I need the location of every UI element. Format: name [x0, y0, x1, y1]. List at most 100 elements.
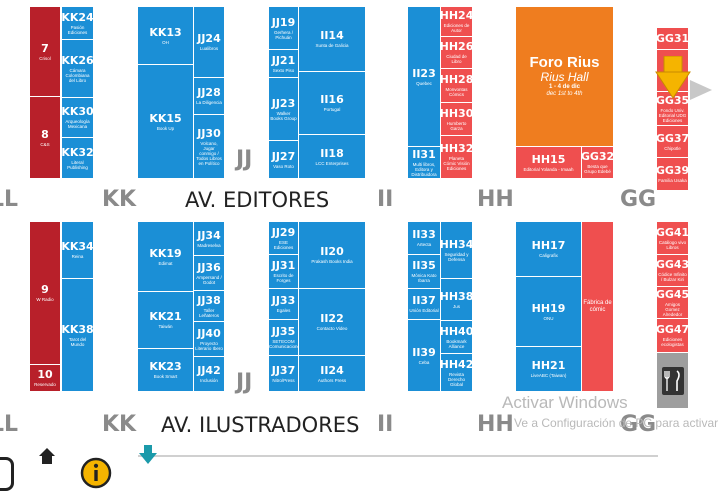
stand-gg45[interactable]: GG45 Amigos Gomez Alrededor: [657, 287, 689, 319]
stand-jj42[interactable]: JJ42 Inclusión: [194, 357, 225, 392]
stand-code: HH19: [531, 301, 566, 315]
stand-ii37[interactable]: II37 Unión Editorial: [408, 289, 441, 320]
stand-code: KK23: [149, 360, 182, 373]
stand-ii24[interactable]: II24 Authors Press: [299, 356, 366, 392]
home-icon[interactable]: [38, 447, 56, 465]
stand-jj36[interactable]: JJ36 Ampersand / Godot: [194, 256, 225, 291]
stand-jj30[interactable]: JJ30 Volcano, Jugar conmigo / Todos Libr…: [194, 115, 225, 179]
stand-hh30[interactable]: HH30 Humberto Garza: [441, 103, 473, 136]
stand-jj38[interactable]: JJ38 Taller Leñateros: [194, 291, 225, 322]
stand-exhibitor: Caligrafix: [539, 253, 558, 258]
stand-exhibitor: Lualibros: [199, 46, 219, 51]
zone-label-gg: GG: [620, 187, 657, 212]
stand-hh17[interactable]: HH17 Caligrafix: [516, 222, 582, 277]
stand-hh26[interactable]: HH26 Ciudad de Libro: [441, 37, 473, 69]
stand-ii23[interactable]: II23 Quebec: [408, 7, 441, 147]
stand-ii20[interactable]: II20 Prakash Books India: [299, 222, 366, 289]
stand-exhibitor: Nitro/Press: [272, 377, 295, 383]
stand-hh40[interactable]: HH40 Bookmark Alliance: [441, 321, 473, 354]
forum-subtitle: Rius Hall: [540, 70, 589, 84]
stand-kk26[interactable]: KK26 Cámara Colombiana del Libro: [62, 40, 94, 98]
stand-jj27[interactable]: JJ27 Vaso Roto: [269, 141, 299, 179]
stand-kk30[interactable]: KK30 Arqueología Mexicana: [62, 98, 94, 138]
stand-ii39[interactable]: II39 Ceba: [408, 320, 441, 392]
stand-jj19[interactable]: JJ19 Gerhera / Pichuán: [269, 7, 299, 50]
stand-code: GG37: [657, 131, 689, 145]
stand-gg43[interactable]: GG43 Códice Infinito / Bulzar Kiri: [657, 255, 689, 287]
stand-8[interactable]: 8 C&S: [30, 97, 61, 179]
stand-code: JJ34: [197, 228, 221, 242]
stand-hh19[interactable]: HH19 ONU: [516, 277, 582, 347]
stand-kk24[interactable]: KK24 Pasión Ediciones: [62, 7, 94, 40]
stand-code: HH32: [441, 142, 473, 155]
stand-jj34[interactable]: JJ34 Madreselva: [194, 222, 225, 256]
stand-jj40[interactable]: JJ40 Proyecto Literario Ibero: [194, 322, 225, 357]
foro-rius-hall[interactable]: Foro Rius Rius Hall 1 - 4 de dic dec 1st…: [516, 7, 614, 147]
stand-gg39[interactable]: GG39 Familia Usaka: [657, 158, 689, 191]
stand-jj33[interactable]: JJ33 Egales: [269, 289, 299, 320]
stand-7[interactable]: 7 Crisol: [30, 7, 61, 97]
stand-hh38[interactable]: HH38 Jus: [441, 279, 473, 321]
food-area[interactable]: [657, 353, 689, 409]
stand-gg31[interactable]: GG31: [657, 28, 689, 50]
left-edge-control[interactable]: [0, 457, 14, 491]
stand-gg32[interactable]: GG32 Besta que Grupo Edebé: [582, 147, 614, 179]
stand-kk19[interactable]: KK19 Edimat: [138, 222, 194, 292]
stand-gg35[interactable]: GG35 Fondo Univ. Editorial UDG Ediciones: [657, 92, 689, 126]
stand-hh21[interactable]: HH21 LiveABC (Taiwan): [516, 347, 582, 392]
stand-exhibitor: ONU: [543, 315, 554, 321]
scroll-right-arrow-icon[interactable]: [690, 80, 712, 100]
stand-jj23[interactable]: JJ23 Walker Books Group: [269, 78, 299, 141]
stand-code: HH34: [441, 237, 473, 251]
stand-gg37[interactable]: GG37 Chipotle: [657, 126, 689, 158]
stand-ii18[interactable]: II18 LCC Enterprises: [299, 135, 366, 179]
stand-jj29[interactable]: JJ29 ESE Ediciones: [269, 222, 299, 255]
stand-ii14[interactable]: II14 Xunta de Galicia: [299, 7, 366, 72]
stand-exhibitor: LiveABC (Taiwan): [530, 373, 567, 378]
stand-code: JJ19: [271, 15, 296, 29]
download-arrow-icon[interactable]: [138, 445, 158, 465]
stand-hh32[interactable]: HH32 Planeta Cómic Visión Ediciones: [441, 136, 473, 179]
stand-hh34[interactable]: HH34 Seguridad y Defensa: [441, 222, 473, 279]
stand-ii16[interactable]: II16 Portugal: [299, 72, 366, 135]
stand-hh28[interactable]: HH28 Monvontas Cómics: [441, 69, 473, 103]
stand-kk21[interactable]: KK21 Taiwán: [138, 292, 194, 349]
stand-jj31[interactable]: JJ31 Escrito de Forges: [269, 255, 299, 289]
zone-label-ii: II: [377, 187, 394, 212]
info-icon[interactable]: [80, 457, 112, 489]
stand-jj37[interactable]: JJ37 Nitro/Press: [269, 356, 299, 392]
stand-jj21[interactable]: JJ21 Sexto Piso: [269, 50, 299, 78]
stand-hh24[interactable]: HH24 Ediciones de Autor: [441, 7, 473, 37]
stand-gg41[interactable]: GG41 Catálogo vivo Libros: [657, 222, 689, 255]
stand-jj28[interactable]: JJ28 La Diligencia: [194, 78, 225, 115]
stand-ii35[interactable]: II35 Mónica Kato Ibarra: [408, 255, 441, 289]
stand-exhibitor: Revista Derecho Global: [447, 371, 465, 387]
stand-fabrica-de-comic[interactable]: Fábrica de cómic: [582, 222, 614, 392]
stand-jj35[interactable]: JJ35 SETECOM Comunicaciones: [269, 320, 299, 356]
stand-kk34[interactable]: KK34 Reina: [62, 222, 94, 279]
stand-code: 10: [37, 368, 53, 381]
stand-code: GG45: [657, 287, 689, 301]
stand-exhibitor: Seguridad y Defensa: [444, 251, 469, 262]
stand-9[interactable]: 9 W Radio: [30, 222, 61, 365]
stand-kk23[interactable]: KK23 Book Smart: [138, 349, 194, 392]
stand-exhibitor: Taiwán: [158, 324, 173, 329]
stand-kk38[interactable]: KK38 Tarot del Mundo: [62, 279, 94, 392]
stand-code: JJ29: [271, 225, 296, 239]
stand-hh42[interactable]: HH42 Revista Derecho Global: [441, 354, 473, 392]
stand-code: KK19: [149, 246, 182, 260]
stand-exhibitor: W Radio: [36, 297, 54, 302]
stand-hh15[interactable]: HH15 Editorial Yolanda - Imaah: [516, 147, 582, 179]
stand-ii33[interactable]: II33 Artecta: [408, 222, 441, 255]
stand-10[interactable]: 10 Reservado: [30, 365, 61, 392]
stand-kk13[interactable]: KK13 OH: [138, 7, 194, 65]
stand-exhibitor: Edimat: [158, 260, 173, 266]
stand-exhibitor: Ediciones de Autor: [443, 23, 470, 33]
stand-kk15[interactable]: KK15 Book Up: [138, 65, 194, 179]
stand-jj24[interactable]: JJ24 Lualibros: [194, 7, 225, 78]
stand-ii31[interactable]: II31 Multi libros, Editora y Distribuido…: [408, 147, 441, 179]
stand-code: HH30: [441, 106, 473, 120]
stand-kk32[interactable]: KK32 Literal Publishing: [62, 138, 94, 179]
stand-ii22[interactable]: II22 Contacto Video: [299, 289, 366, 356]
stand-gg47[interactable]: GG47 Ediciones ecologistas: [657, 319, 689, 353]
